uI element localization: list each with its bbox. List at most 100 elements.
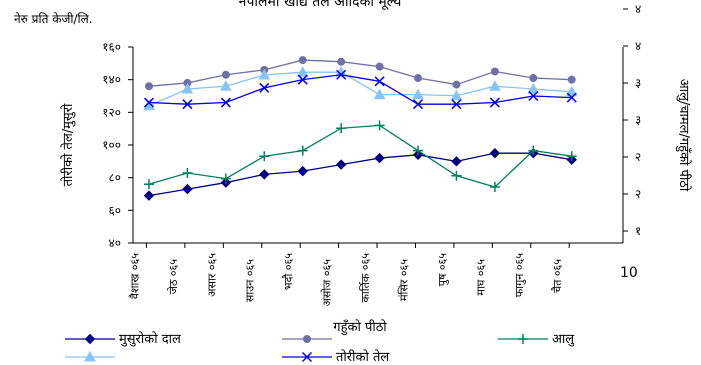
unit-label: नेरु प्रति केजी/लि.: [14, 12, 93, 26]
data-point: [489, 97, 500, 108]
left-tick-label: १६०: [102, 40, 121, 54]
legend-item: आलु: [498, 332, 575, 347]
data-point: [489, 80, 501, 91]
data-point: [143, 97, 155, 108]
data-point: [143, 190, 155, 201]
data-point: [220, 173, 231, 184]
series-4: [143, 66, 578, 111]
series-line: [148, 124, 572, 188]
data-point: [489, 182, 500, 192]
series-line: [148, 152, 572, 197]
data-point: [296, 66, 309, 77]
legend-label: गहुँको पीठो: [333, 319, 387, 336]
series-line: [148, 59, 572, 87]
legend: मुसुरोको दाल गहुँको पीठो आलु तोरीको तेल: [65, 319, 575, 365]
left-tick-label: १४०: [102, 73, 121, 87]
data-point: [566, 92, 577, 103]
right-tick-label: ३: [635, 76, 641, 90]
data-point: [336, 123, 347, 134]
data-point: [297, 74, 308, 85]
data-point: [258, 68, 271, 80]
data-point: [84, 333, 96, 345]
data-point: [489, 147, 501, 159]
series-layer: [143, 56, 578, 201]
x-tick-label: चैत ०६५: [551, 259, 564, 293]
data-point: [374, 120, 385, 131]
data-point: [221, 70, 230, 79]
right-axis-title: आलु/चामल/गहुँको पीठो: [675, 79, 692, 192]
x-tick-label: भदौ ०६५: [282, 253, 295, 290]
data-point: [145, 82, 153, 91]
data-point: [450, 89, 463, 101]
data-point: [451, 156, 462, 167]
data-point: [452, 80, 461, 89]
x-axis: वैशाख ०६५ जेठ ०६५ असार ०६५ साउन ०६५ भदौ ०६५ अ…: [128, 242, 623, 307]
data-point: [144, 179, 154, 190]
x-tick-label: फागुन ०६५: [513, 253, 526, 298]
data-point: [375, 62, 384, 71]
data-point: [451, 99, 462, 110]
x-tick-label: असार ०६५: [205, 253, 218, 297]
data-point: [84, 350, 96, 362]
data-point: [259, 82, 270, 93]
data-point: [337, 57, 346, 66]
data-point: [259, 151, 270, 162]
data-point: [527, 82, 540, 94]
data-point: [414, 74, 423, 83]
legend-item: मुसुरोको दाल: [65, 331, 181, 347]
legend-item: तोरीको तेल: [282, 349, 389, 365]
left-tick-label: ४०: [109, 236, 121, 250]
data-point: [259, 169, 270, 180]
right-tick-label: २: [635, 150, 641, 164]
data-point: [528, 145, 539, 156]
x-tick-label: पुष ०६५: [436, 253, 449, 287]
x-tick-label: असोज ०६५: [321, 259, 334, 307]
data-point: [528, 90, 539, 102]
left-tick-label: १२०: [102, 105, 121, 119]
left-tick-label: ६०: [109, 203, 121, 217]
data-point: [490, 67, 499, 76]
data-point: [413, 145, 424, 156]
right-tick-label: ४: [635, 39, 641, 53]
data-point: [518, 334, 528, 344]
left-tick-label: १००: [102, 138, 121, 152]
series-line: [148, 71, 572, 107]
x-extra-label: 10: [620, 265, 638, 281]
right-tick-label: ४: [635, 2, 641, 16]
data-point: [566, 151, 577, 162]
series-1: [143, 147, 577, 201]
data-point: [181, 82, 194, 94]
left-axis-title: तोरीको तेल/मुसुरो: [60, 103, 76, 186]
data-point: [301, 351, 313, 363]
data-point: [451, 170, 462, 181]
x-tick-label: साउन ०६५: [244, 259, 257, 302]
data-point: [374, 76, 385, 87]
data-point: [182, 183, 193, 195]
left-tick-label: ८०: [109, 171, 121, 185]
legend-label: मुसुरोको दाल: [119, 331, 181, 347]
data-point: [298, 56, 307, 65]
right-tick-label: ३: [635, 113, 641, 127]
legend-item: गहुँको पीठो: [282, 319, 387, 343]
right-tick-label: १: [635, 224, 641, 238]
series-5: [143, 69, 577, 110]
data-point: [567, 75, 576, 84]
x-tick-label: वैशाख ०६५: [128, 253, 141, 299]
data-point: [220, 97, 231, 108]
series-2: [145, 56, 576, 91]
legend-item: [65, 350, 115, 362]
right-axis: १ २ २ ३ ३ ४ ४: [622, 2, 641, 243]
chart-title: नेपालमा खाद्य तेल आदिको मूल्य: [239, 0, 403, 10]
right-tick-label: २: [635, 187, 641, 201]
x-tick-label: मंसिर ०६५: [397, 259, 410, 301]
x-tick-label: जेठ ०६५: [167, 259, 180, 294]
data-point: [412, 88, 424, 100]
data-point: [220, 80, 232, 91]
data-point: [529, 74, 538, 83]
data-point: [336, 69, 347, 80]
data-point: [182, 99, 193, 110]
data-point: [373, 88, 386, 100]
series-3: [144, 120, 577, 192]
left-axis: ४० ६० ८० १०० १२० १४० १६०: [102, 40, 134, 250]
